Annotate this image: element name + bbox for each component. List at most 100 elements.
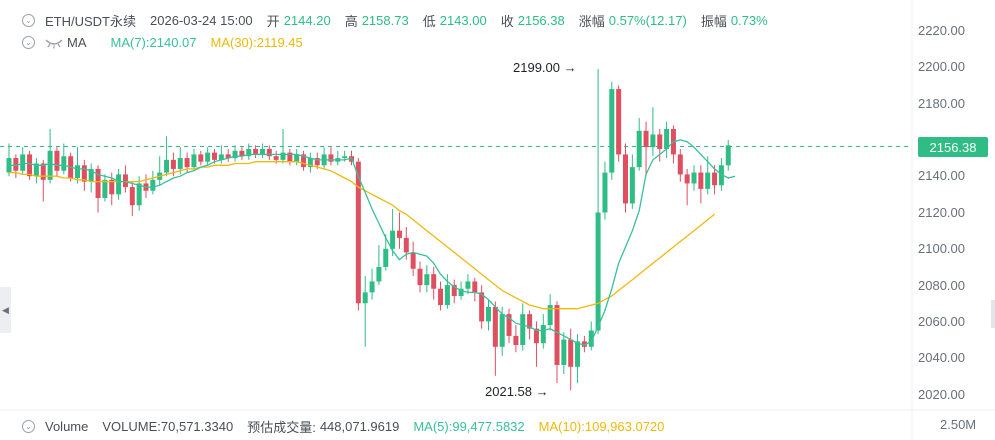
candle-body bbox=[259, 148, 265, 155]
candle-body bbox=[616, 89, 622, 155]
candle-body bbox=[677, 154, 683, 175]
chevron-down-icon[interactable]: ⌄ bbox=[22, 420, 35, 433]
candle-body bbox=[698, 172, 704, 189]
candle-body bbox=[136, 183, 142, 206]
candle-body bbox=[492, 306, 498, 347]
eye-off-icon[interactable] bbox=[45, 36, 63, 50]
candle-body bbox=[650, 134, 656, 148]
open-label: 开 bbox=[266, 14, 280, 29]
high-value: 2158.73 bbox=[361, 13, 409, 28]
ma-legend: ⌄ MA MA(7):2140.07 MA(30):2119.45 bbox=[22, 35, 303, 50]
current-price-badge: 2156.38 bbox=[918, 137, 988, 157]
scroll-handle[interactable] bbox=[991, 300, 995, 328]
ma-label: MA bbox=[67, 35, 87, 50]
candle-body bbox=[355, 161, 361, 304]
candle-body bbox=[342, 156, 348, 159]
candle-body bbox=[472, 281, 478, 293]
change-value: 0.57%(12.17) bbox=[608, 13, 687, 28]
candle-body bbox=[588, 330, 594, 347]
candle-body bbox=[410, 252, 416, 269]
candle-body bbox=[451, 285, 457, 296]
y-tick-label: 2180.00 bbox=[918, 96, 965, 111]
volume-value: VOLUME:70,571.3340 bbox=[102, 419, 234, 434]
candle-body bbox=[636, 130, 642, 168]
candle-body bbox=[191, 154, 197, 168]
candle-body bbox=[239, 150, 245, 157]
close-label: 收 bbox=[500, 14, 514, 29]
candle-body bbox=[116, 174, 122, 195]
y-tick-label: 2200.00 bbox=[918, 59, 965, 74]
candle-body bbox=[150, 179, 156, 191]
candle-body bbox=[540, 325, 546, 344]
candle-body bbox=[61, 156, 67, 171]
candle-body bbox=[602, 172, 608, 213]
candle-body bbox=[499, 314, 505, 347]
candle-body bbox=[547, 305, 553, 326]
candle-body bbox=[390, 230, 396, 249]
candle-body bbox=[129, 187, 135, 206]
low-label: 低 bbox=[422, 14, 436, 29]
y-tick-label: 2140.00 bbox=[918, 168, 965, 183]
estimated-volume-value: 448,071.9619 bbox=[319, 419, 400, 434]
candle-body bbox=[383, 248, 389, 267]
y-tick-label: 2040.00 bbox=[918, 350, 965, 365]
ma7-line bbox=[9, 139, 736, 346]
candle-body bbox=[47, 150, 53, 180]
candle-body bbox=[609, 89, 615, 173]
volume-ma10-value: MA(10):109,963.0720 bbox=[538, 419, 665, 434]
candle-body bbox=[287, 152, 293, 162]
candle-body bbox=[294, 154, 300, 162]
y-tick-label: 2060.00 bbox=[918, 314, 965, 329]
candle-body bbox=[122, 174, 128, 188]
candle-body bbox=[27, 154, 33, 177]
candle-body bbox=[712, 172, 718, 186]
candle-body bbox=[20, 154, 26, 171]
y-tick-label: 2080.00 bbox=[918, 278, 965, 293]
amplitude-label: 振幅 bbox=[700, 14, 727, 29]
candle-body bbox=[205, 152, 211, 162]
candle-body bbox=[177, 158, 183, 169]
candle-body bbox=[198, 154, 204, 162]
candle-body bbox=[280, 152, 286, 160]
candle-body bbox=[629, 167, 635, 204]
y-tick-label: 2120.00 bbox=[918, 205, 965, 220]
candle-body bbox=[396, 230, 402, 238]
candle-body bbox=[403, 237, 409, 253]
candle-body bbox=[581, 341, 587, 347]
candle-body bbox=[684, 174, 690, 184]
candle-body bbox=[266, 148, 272, 157]
candle-body bbox=[218, 154, 224, 160]
ma7-value: MA(7):2140.07 bbox=[110, 35, 197, 50]
volume-axis-label: 2.50M bbox=[940, 417, 977, 432]
candle-body bbox=[575, 341, 581, 367]
candle-body bbox=[643, 130, 649, 148]
candle-body bbox=[164, 159, 170, 173]
candle-body bbox=[691, 172, 697, 184]
candle-body bbox=[527, 314, 533, 329]
y-tick-label: 2020.00 bbox=[918, 387, 965, 402]
candle-body bbox=[458, 288, 464, 296]
close-value: 2156.38 bbox=[517, 13, 565, 28]
candle-body bbox=[506, 314, 512, 336]
candle-body bbox=[705, 172, 711, 189]
datetime-label: 2026-03-24 15:00 bbox=[150, 13, 253, 28]
candle-body bbox=[301, 154, 307, 168]
candle-body bbox=[95, 168, 101, 198]
low-annotation: 2021.58 → bbox=[485, 384, 549, 399]
candle-body bbox=[513, 335, 519, 345]
candle-body bbox=[486, 306, 491, 322]
chevron-down-icon[interactable]: ⌄ bbox=[22, 14, 35, 27]
amplitude-value: 0.73% bbox=[730, 13, 768, 28]
candle-body bbox=[657, 134, 663, 149]
candle-body bbox=[431, 274, 437, 289]
volume-label: Volume bbox=[45, 419, 89, 434]
candle-body bbox=[438, 288, 444, 306]
candle-body bbox=[595, 212, 601, 331]
candle-body bbox=[33, 163, 39, 177]
chevron-down-icon[interactable]: ⌄ bbox=[22, 36, 35, 49]
candle-body bbox=[13, 158, 19, 171]
panel-collapse-handle[interactable]: ◀ bbox=[0, 287, 11, 333]
candle-body bbox=[369, 281, 375, 293]
symbol-label: ETH/USDT永续 bbox=[45, 14, 137, 29]
